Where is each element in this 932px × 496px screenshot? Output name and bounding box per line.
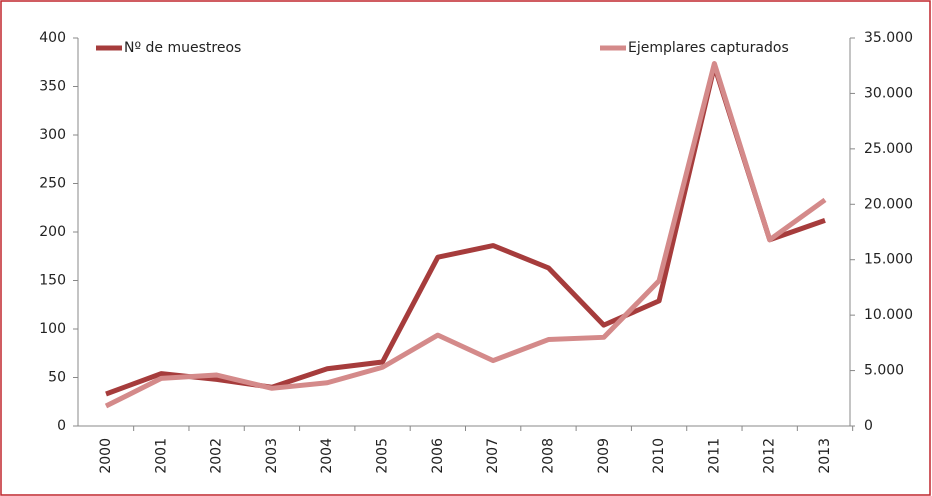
y2-tick-label: 25.000 — [864, 141, 913, 157]
x-tick-label: 2006 — [430, 438, 446, 474]
x-tick-label: 2001 — [153, 438, 169, 474]
y-tick-label: 200 — [39, 224, 66, 240]
legend-label: Nº de muestreos — [124, 40, 241, 56]
y2-tick-label: 15.000 — [864, 252, 913, 268]
x-tick-label: 2009 — [596, 438, 612, 474]
y-tick-label: 250 — [39, 176, 66, 192]
y2-tick-label: 30.000 — [864, 85, 913, 101]
series-line — [105, 63, 826, 397]
x-tick-label: 2013 — [817, 438, 833, 474]
y-tick-label: 400 — [39, 30, 66, 46]
y-tick-label: 50 — [48, 370, 66, 386]
x-tick-label: 2003 — [264, 438, 280, 474]
y2-tick-label: 10.000 — [864, 307, 913, 323]
x-tick-label: 2008 — [540, 438, 556, 474]
y2-tick-label: 20.000 — [864, 196, 913, 212]
y-tick-label: 100 — [39, 321, 66, 337]
y2-tick-label: 0 — [864, 418, 873, 434]
legend-label: Ejemplares capturados — [628, 40, 789, 56]
x-tick-label: 2010 — [651, 438, 667, 474]
x-tick-label: 2005 — [375, 438, 391, 474]
x-tick-label: 2007 — [485, 438, 501, 474]
y-tick-label: 300 — [39, 127, 66, 143]
x-tick-label: 2011 — [706, 438, 722, 474]
y2-tick-label: 35.000 — [864, 30, 913, 46]
x-tick-label: 2004 — [319, 438, 335, 474]
y2-tick-label: 5.000 — [864, 363, 904, 379]
x-tick-label: 2002 — [209, 438, 225, 474]
x-tick-label: 2012 — [762, 438, 778, 474]
y-tick-label: 0 — [57, 418, 66, 434]
x-tick-label: 2000 — [98, 438, 114, 474]
series-line — [104, 60, 827, 409]
y-tick-label: 350 — [39, 79, 66, 95]
y-tick-label: 150 — [39, 273, 66, 289]
